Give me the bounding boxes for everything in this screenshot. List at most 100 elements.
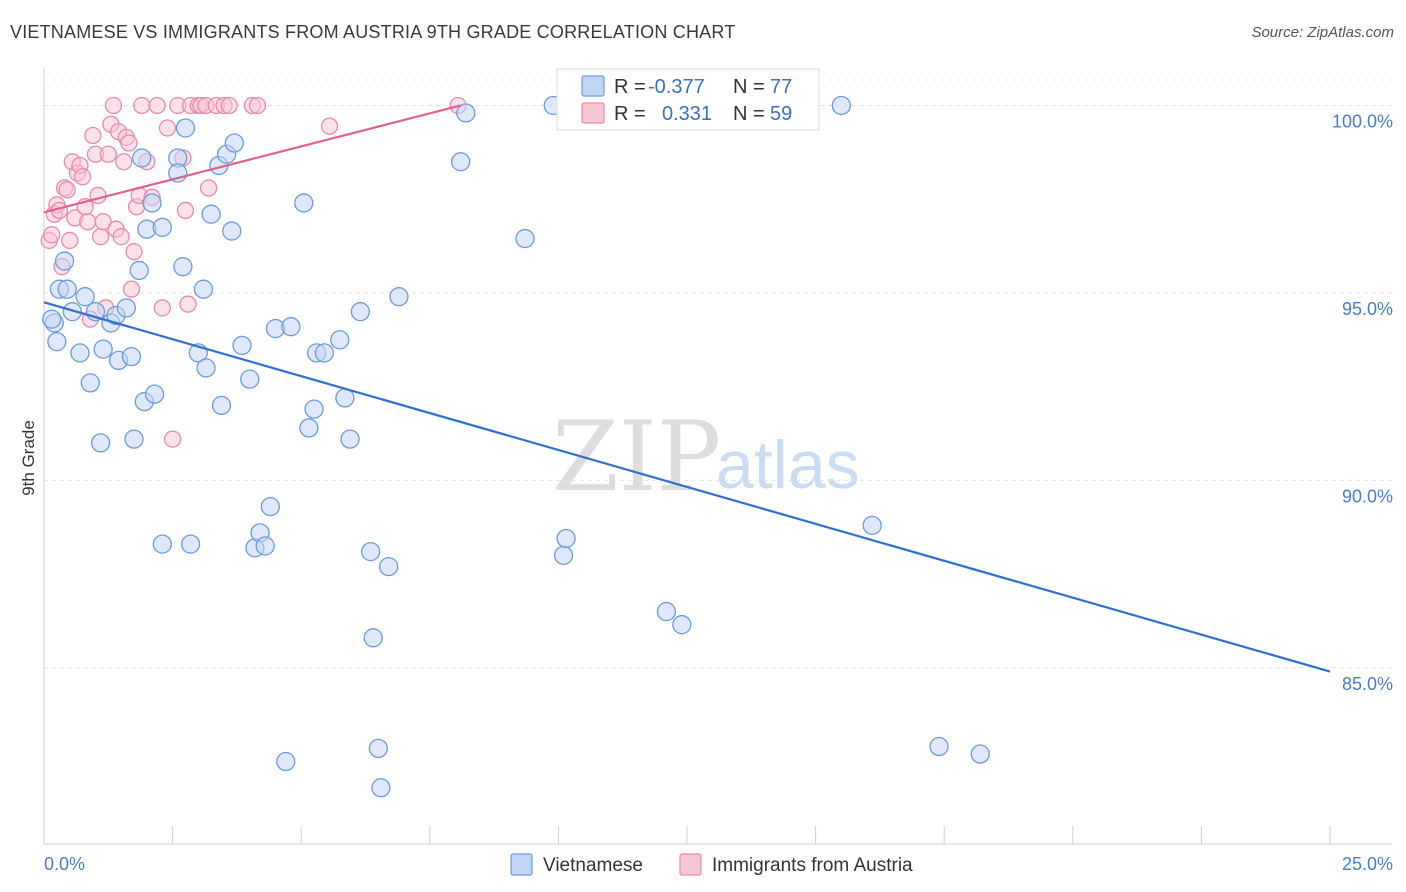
y-tick-label: 85.0%	[1342, 674, 1393, 694]
austria-point	[61, 231, 79, 250]
vietnamese-point	[54, 251, 75, 271]
vietnamese-point	[281, 317, 301, 337]
austria-point	[179, 295, 197, 313]
vietnamese-point	[556, 528, 576, 549]
austria-point	[91, 228, 110, 246]
vietnamese-point	[124, 429, 144, 449]
austria-point	[248, 96, 267, 115]
vietnamese-point	[389, 287, 409, 307]
watermark-zip: ZIP	[552, 401, 721, 513]
vietnamese-point	[260, 496, 280, 517]
series-legend: Vietnamese Immigrants from Austria	[510, 853, 913, 876]
austria-point	[125, 243, 143, 261]
vietnamese-point	[350, 302, 371, 322]
vietnamese-point	[80, 373, 100, 393]
vietnamese-point	[515, 228, 535, 249]
watermark-atlas: atlas	[716, 427, 860, 503]
y-tick-label: 95.0%	[1342, 299, 1393, 319]
vietnamese-point	[371, 778, 391, 798]
vietnamese-point	[553, 545, 574, 565]
vietnamese-point	[294, 193, 314, 213]
austria-point	[120, 134, 138, 152]
austria-point	[79, 213, 97, 231]
vietnamese-point	[363, 628, 383, 648]
vietnamese-point	[360, 541, 381, 562]
vietnamese-point	[116, 298, 136, 318]
vietnamese-point	[656, 601, 677, 622]
austria-point	[163, 430, 182, 448]
austria-point	[199, 179, 218, 197]
y-tick-label: 100.0%	[1332, 111, 1393, 131]
x-tick-label-max: 25.0%	[1342, 854, 1393, 874]
vietnamese-trend-line	[43, 301, 1331, 673]
series-legend-swatch-austria	[679, 853, 702, 876]
austria-point	[122, 280, 141, 298]
legend-n-label-1: N =	[733, 76, 765, 98]
austria-point	[148, 96, 166, 115]
vietnamese-point	[129, 260, 149, 281]
legend-r-value-2: 0.331	[662, 103, 712, 125]
vietnamese-point	[93, 339, 113, 359]
austria-point	[133, 96, 151, 115]
watermark: ZIP atlas	[552, 401, 860, 513]
austria-point	[220, 96, 238, 115]
austria-point	[89, 186, 107, 205]
legend-n-value-2: 59	[770, 103, 792, 125]
vietnamese-point	[132, 148, 152, 168]
vietnamese-point	[193, 279, 214, 299]
vietnamese-point	[299, 418, 319, 438]
vietnamese-point	[152, 217, 172, 237]
vietnamese-point	[222, 221, 242, 241]
series-legend-label-austria: Immigrants from Austria	[712, 855, 913, 876]
legend-swatch-vietnamese	[581, 75, 605, 97]
austria-point	[176, 201, 195, 220]
vietnamese-point	[672, 615, 692, 635]
austria-point	[320, 117, 339, 135]
y-tick-labels: 100.0% 95.0% 90.0% 85.0%	[1332, 111, 1393, 693]
vietnamese-point	[255, 536, 275, 556]
vietnamese-point	[451, 152, 471, 172]
vietnamese-point	[173, 257, 193, 277]
austria-point	[158, 119, 177, 137]
legend-swatch-austria	[581, 102, 605, 124]
austria-point	[99, 145, 117, 163]
chart-source: Source: ZipAtlas.com	[1251, 24, 1394, 41]
correlation-legend: R = -0.377 N = 77 R = 0.331 N = 59	[556, 68, 820, 131]
x-tick-label-min: 0.0%	[44, 854, 85, 874]
series-legend-swatch-vietnamese	[510, 853, 533, 876]
vietnamese-point	[180, 534, 201, 554]
vietnamese-point	[970, 744, 990, 764]
vietnamese-point	[201, 204, 221, 224]
austria-point	[115, 153, 133, 171]
vietnamese-point	[240, 369, 260, 389]
vietnamese-point	[62, 302, 82, 322]
austria-points	[40, 96, 467, 448]
x-ticks	[43, 826, 1331, 844]
vietnamese-point	[224, 133, 244, 153]
vietnamese-point	[378, 556, 399, 577]
austria-trend-line	[43, 104, 461, 214]
vietnamese-point	[75, 287, 95, 307]
vietnamese-point	[276, 751, 296, 772]
vietnamese-point	[47, 332, 67, 352]
legend-n-value-1: 77	[770, 76, 792, 98]
legend-r-value-1: -0.377	[648, 76, 705, 98]
y-tick-label: 90.0%	[1342, 486, 1393, 506]
austria-point	[153, 299, 171, 317]
vietnamese-point	[121, 347, 142, 367]
legend-n-label-2: N =	[733, 103, 765, 125]
vietnamese-point	[330, 330, 350, 350]
vietnamese-point	[314, 343, 334, 363]
vietnamese-point	[175, 118, 196, 138]
legend-r-label-2: R =	[614, 103, 646, 125]
austria-point	[104, 96, 123, 115]
vietnamese-point	[90, 433, 111, 453]
vietnamese-point	[304, 399, 324, 419]
vietnamese-point	[831, 95, 851, 116]
vietnamese-point	[152, 534, 172, 554]
vietnamese-point	[340, 429, 360, 449]
vietnamese-point	[196, 358, 216, 378]
vietnamese-point	[57, 279, 77, 299]
vietnamese-point	[929, 736, 949, 757]
